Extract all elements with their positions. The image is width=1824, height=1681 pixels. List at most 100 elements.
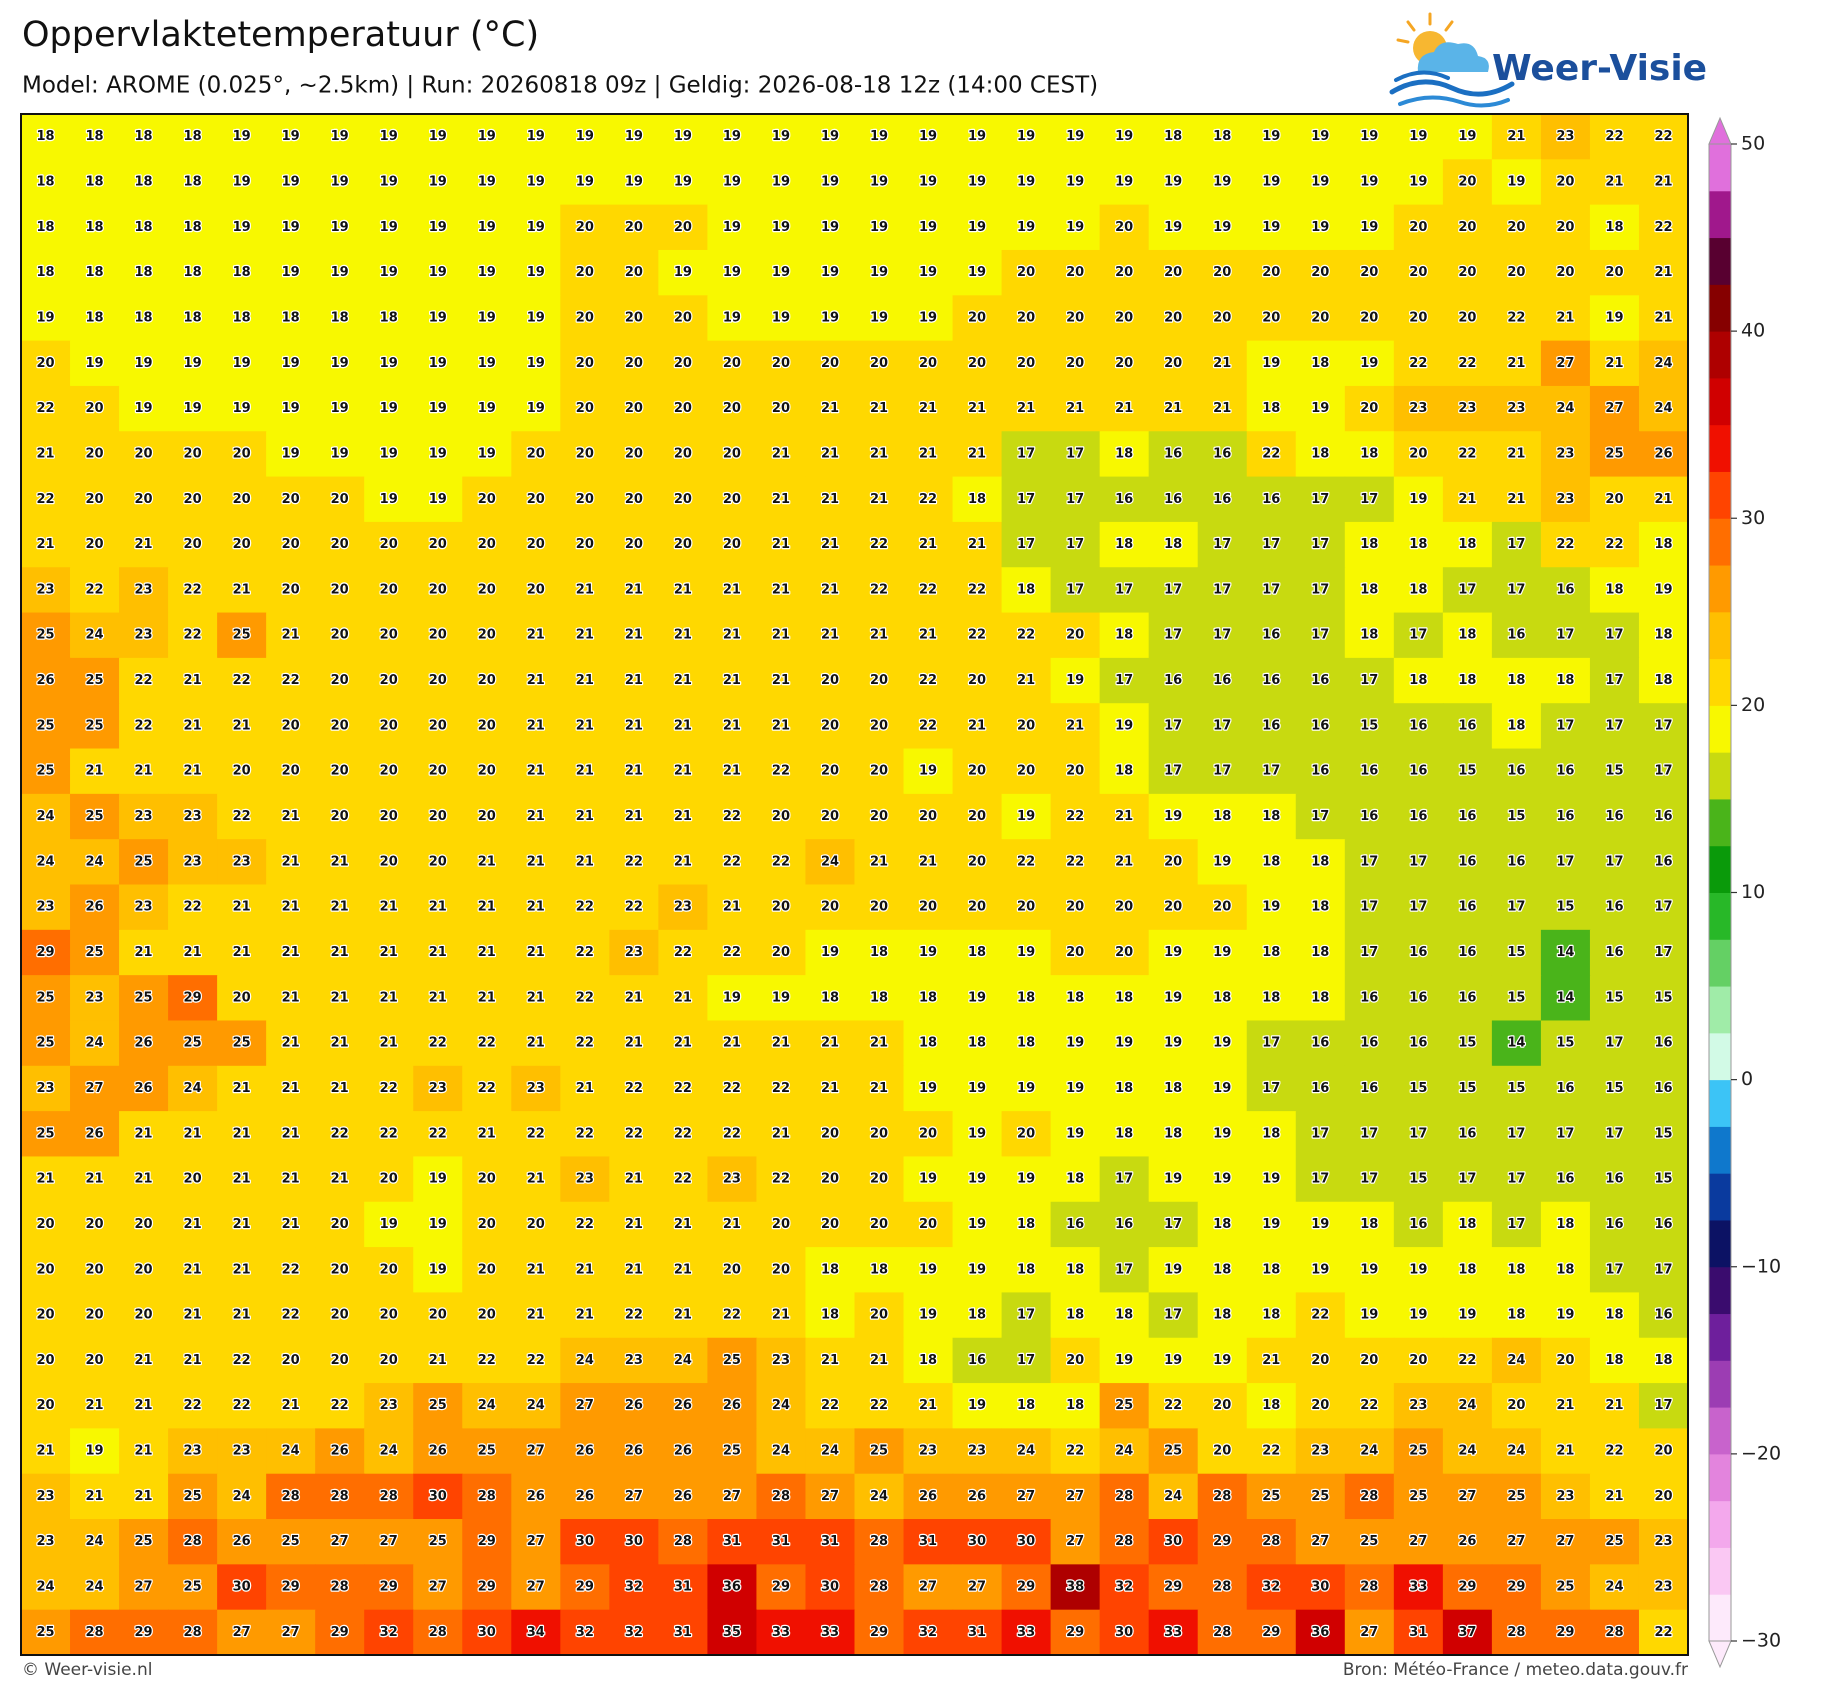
temperature-cell bbox=[217, 476, 267, 523]
temperature-cell bbox=[707, 1564, 758, 1611]
temperature-cell bbox=[560, 975, 610, 1022]
temperature-cell bbox=[1442, 476, 1493, 523]
temperature-label: 16 bbox=[1213, 446, 1231, 461]
temperature-label: 31 bbox=[968, 1625, 986, 1640]
temperature-cell bbox=[364, 1609, 414, 1656]
temperature-cell bbox=[1491, 114, 1542, 160]
temperature-label: 21 bbox=[625, 1262, 643, 1277]
temperature-cell bbox=[1295, 1428, 1346, 1475]
temperature-cell bbox=[854, 839, 905, 886]
temperature-label: 18 bbox=[1066, 1262, 1084, 1277]
temperature-cell bbox=[609, 1383, 659, 1429]
temperature-label: 20 bbox=[1115, 310, 1133, 325]
temperature-cell bbox=[1638, 612, 1689, 659]
temperature-cell bbox=[756, 1383, 807, 1429]
temperature-label: 20 bbox=[919, 356, 937, 371]
temperature-cell bbox=[952, 1156, 1003, 1203]
temperature-cell bbox=[560, 1609, 610, 1656]
temperature-label: 26 bbox=[36, 673, 54, 688]
temperature-cell bbox=[1393, 1428, 1444, 1475]
temperature-label: 19 bbox=[1311, 129, 1329, 144]
temperature-label: 24 bbox=[1654, 356, 1672, 371]
temperature-label: 22 bbox=[674, 1126, 692, 1141]
temperature-cell bbox=[1099, 431, 1150, 478]
temperature-label: 18 bbox=[135, 310, 153, 325]
temperature-label: 19 bbox=[1654, 582, 1672, 597]
temperature-label: 32 bbox=[1115, 1580, 1133, 1595]
temperature-cell bbox=[854, 929, 905, 976]
temperature-label: 18 bbox=[1507, 1308, 1525, 1323]
temperature-label: 21 bbox=[674, 1217, 692, 1232]
temperature-label: 18 bbox=[821, 990, 839, 1005]
temperature-label: 24 bbox=[1556, 401, 1574, 416]
temperature-cell bbox=[903, 1519, 954, 1565]
temperature-cell bbox=[1001, 249, 1052, 296]
temperature-cell bbox=[21, 1111, 71, 1158]
temperature-label: 16 bbox=[1654, 1308, 1672, 1323]
temperature-label: 31 bbox=[674, 1580, 692, 1595]
temperature-label: 17 bbox=[1213, 764, 1231, 779]
temperature-cell bbox=[1540, 748, 1591, 795]
temperature-label: 19 bbox=[821, 174, 839, 189]
temperature-label: 15 bbox=[1654, 1126, 1672, 1141]
temperature-label: 16 bbox=[1409, 718, 1427, 733]
temperature-cell bbox=[707, 1201, 758, 1248]
temperature-cell bbox=[1197, 340, 1248, 387]
temperature-label: 20 bbox=[1556, 265, 1574, 280]
temperature-label: 22 bbox=[870, 582, 888, 597]
temperature-cell bbox=[1491, 703, 1542, 750]
temperature-cell bbox=[1246, 295, 1297, 342]
temperature-cell bbox=[315, 1020, 365, 1067]
temperature-cell bbox=[413, 476, 463, 523]
temperature-cell bbox=[658, 1020, 709, 1067]
temperature-label: 20 bbox=[723, 537, 741, 552]
temperature-label: 17 bbox=[1360, 492, 1378, 507]
temperature-label: 15 bbox=[1605, 990, 1623, 1005]
temperature-cell bbox=[1001, 703, 1052, 750]
temperature-label: 19 bbox=[429, 1172, 447, 1187]
temperature-label: 27 bbox=[1556, 356, 1574, 371]
temperature-cell bbox=[315, 612, 365, 659]
temperature-label: 19 bbox=[1017, 809, 1035, 824]
temperature-label: 19 bbox=[380, 220, 398, 235]
temperature-label: 18 bbox=[1654, 1353, 1672, 1368]
temperature-cell bbox=[1344, 929, 1395, 976]
temperature-label: 18 bbox=[380, 310, 398, 325]
temperature-cell bbox=[1442, 1428, 1493, 1475]
temperature-cell bbox=[1099, 1428, 1150, 1475]
temperature-cell bbox=[1393, 657, 1444, 704]
temperature-cell bbox=[168, 567, 218, 614]
temperature-label: 26 bbox=[919, 1489, 937, 1504]
temperature-cell bbox=[1099, 975, 1150, 1022]
temperature-cell bbox=[1148, 1428, 1199, 1475]
temperature-cell bbox=[21, 1020, 71, 1067]
temperature-cell bbox=[462, 1111, 512, 1158]
temperature-label: 20 bbox=[576, 537, 594, 552]
temperature-cell bbox=[1540, 1201, 1591, 1248]
temperature-label: 18 bbox=[1311, 854, 1329, 869]
temperature-label: 26 bbox=[331, 1444, 349, 1459]
temperature-cell bbox=[1099, 1020, 1150, 1067]
footer-source: Bron: Météo-France / meteo.data.gouv.fr bbox=[1343, 1660, 1688, 1680]
temperature-label: 20 bbox=[821, 1217, 839, 1232]
temperature-cell bbox=[854, 159, 905, 206]
temperature-label: 21 bbox=[723, 1036, 741, 1051]
temperature-label: 21 bbox=[625, 990, 643, 1005]
temperature-label: 16 bbox=[1409, 990, 1427, 1005]
temperature-label: 28 bbox=[1213, 1489, 1231, 1504]
temperature-label: 20 bbox=[968, 310, 986, 325]
temperature-cell bbox=[1099, 1247, 1150, 1294]
temperature-label: 29 bbox=[1017, 1580, 1035, 1595]
temperature-cell bbox=[1589, 884, 1640, 931]
temperature-cell bbox=[707, 839, 758, 886]
temperature-label: 18 bbox=[1262, 401, 1280, 416]
temperature-label: 17 bbox=[1311, 582, 1329, 597]
temperature-cell bbox=[1393, 521, 1444, 568]
temperature-label: 19 bbox=[919, 220, 937, 235]
temperature-label: 22 bbox=[919, 718, 937, 733]
temperature-label: 20 bbox=[919, 809, 937, 824]
temperature-label: 20 bbox=[380, 1172, 398, 1187]
temperature-label: 26 bbox=[576, 1444, 594, 1459]
